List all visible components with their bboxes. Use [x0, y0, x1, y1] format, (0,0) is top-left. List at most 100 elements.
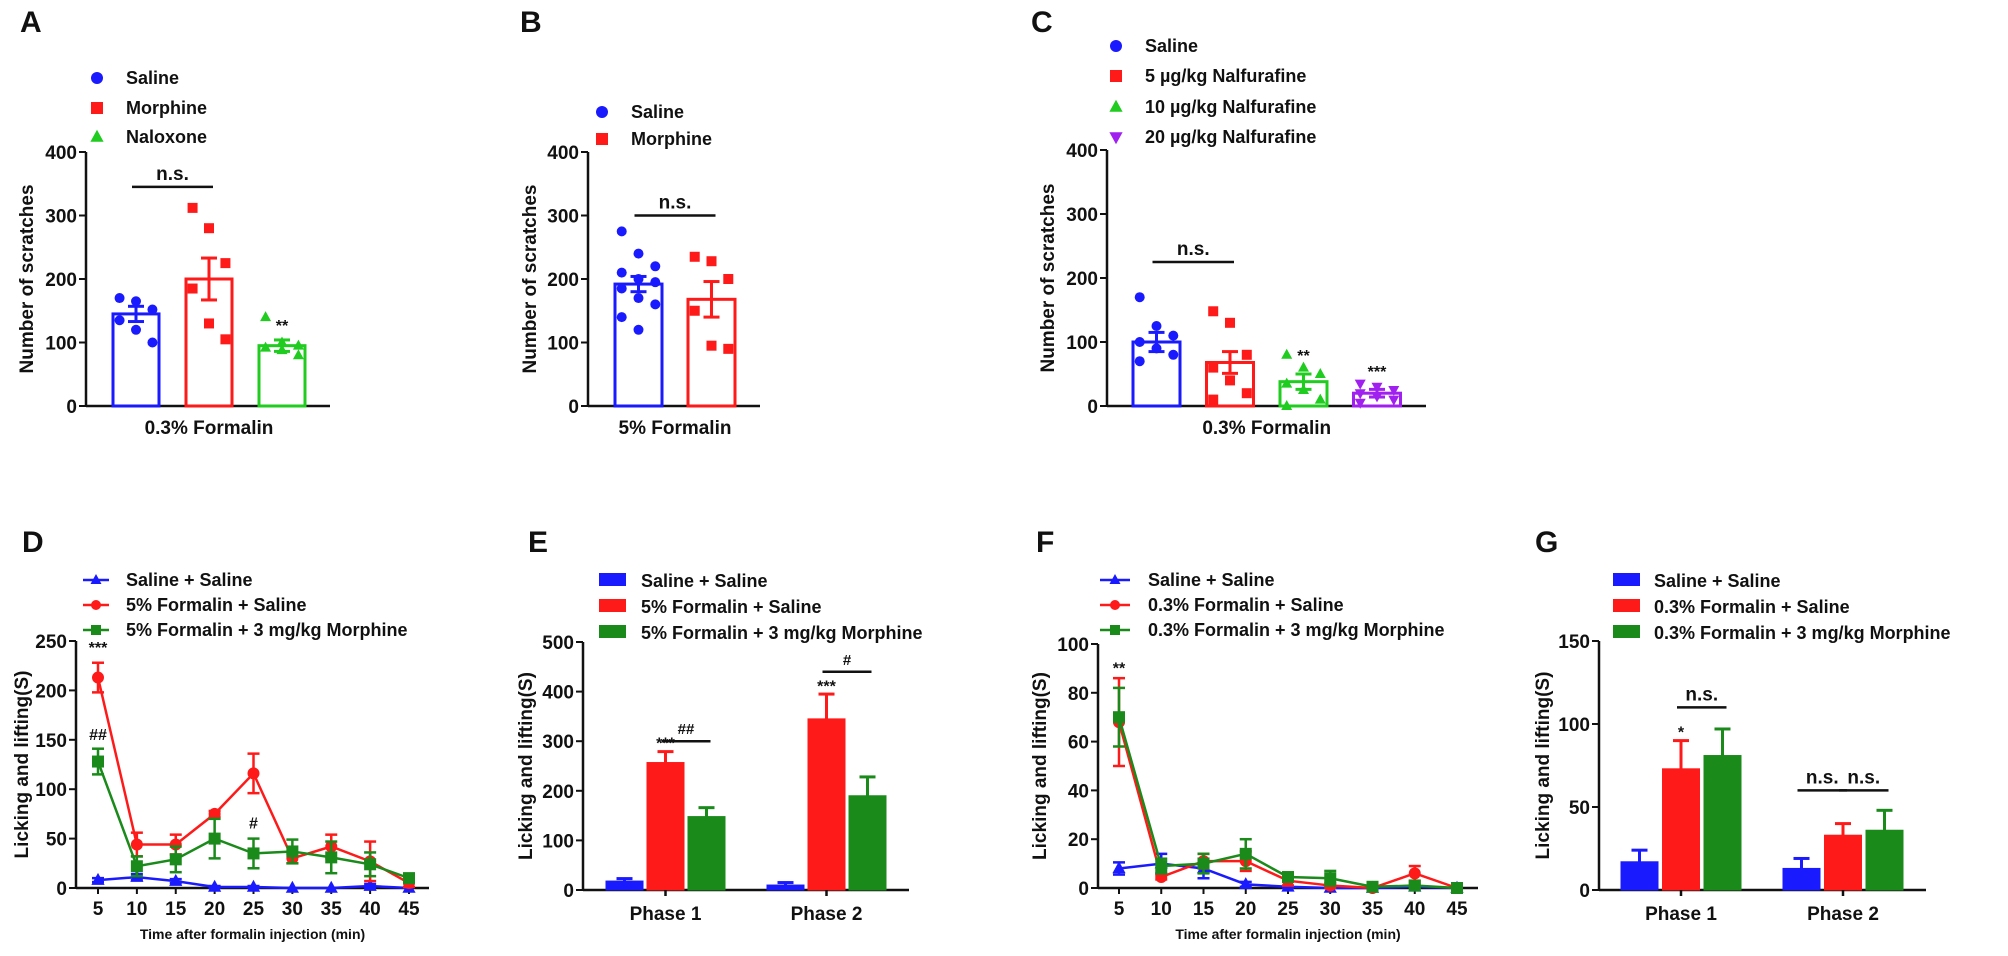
- marker-triangle-down: [1109, 132, 1123, 145]
- marker-circle: [114, 315, 125, 326]
- y-tick-label: 50: [1569, 798, 1590, 819]
- x-tick-label: 30: [282, 899, 303, 920]
- y-tick-label: 20: [1068, 830, 1089, 851]
- marker-square: [1208, 394, 1219, 405]
- marker-triangle-down: [1354, 398, 1366, 409]
- marker-square: [1208, 362, 1219, 373]
- marker-square: [247, 847, 260, 860]
- marker-square: [723, 274, 734, 284]
- y-tick-label: 300: [1066, 205, 1098, 226]
- legend-swatch: [1613, 573, 1640, 586]
- y-axis-label: Number of scratches: [1038, 183, 1059, 372]
- marker-circle: [247, 767, 260, 780]
- x-group-label: Phase 1: [630, 904, 702, 925]
- x-axis-label: Time after formalin injection (min): [140, 926, 365, 942]
- x-tick-label: 30: [1320, 899, 1341, 920]
- legend-label: 20 µg/kg Nalfurafine: [1145, 127, 1316, 147]
- legend-label: 10 µg/kg Nalfurafine: [1145, 97, 1316, 117]
- panel-a: A 0 100 200 300 400 Number of scratches Saline M…: [17, 6, 330, 439]
- y-tick-label: 100: [35, 780, 67, 801]
- y-tick-label: 0: [1579, 881, 1590, 902]
- significance-label: *: [1678, 724, 1685, 741]
- marker-circle: [633, 248, 644, 259]
- y-tick-label: 200: [547, 270, 579, 291]
- legend-label: Saline + Saline: [641, 571, 768, 591]
- significance-label: ***: [656, 736, 675, 753]
- y-tick-label: 50: [46, 830, 67, 851]
- marker-square: [325, 851, 338, 864]
- marker-square: [1239, 847, 1252, 860]
- legend-swatch: [599, 625, 626, 638]
- panel-letter: C: [1031, 6, 1053, 39]
- marker-triangle-down: [1371, 392, 1383, 403]
- significance-label: #: [843, 652, 852, 669]
- legend-label: 0.3% Formalin + 3 mg/kg Morphine: [1654, 623, 1951, 643]
- x-tick-label: 40: [1404, 899, 1425, 920]
- marker-triangle: [292, 349, 304, 360]
- x-tick-label: 15: [165, 899, 187, 920]
- marker-circle: [1134, 337, 1145, 347]
- x-tick-label: 15: [1193, 899, 1215, 920]
- marker-circle: [91, 600, 101, 610]
- x-axis-label: Time after formalin injection (min): [1175, 926, 1400, 942]
- y-tick-label: 0: [1087, 397, 1098, 418]
- y-tick-label: 200: [35, 681, 67, 702]
- x-group-label: 0.3% Formalin: [1202, 418, 1331, 439]
- marker-circle: [1151, 321, 1162, 331]
- marker-circle: [616, 226, 627, 237]
- significance-label: n.s.: [156, 164, 189, 185]
- significance-label: ***: [1368, 364, 1387, 381]
- marker-circle: [616, 283, 627, 294]
- bar: [848, 795, 887, 891]
- marker-triangle: [1281, 348, 1293, 359]
- marker-triangle: [276, 344, 288, 355]
- marker-square: [1241, 388, 1252, 399]
- panel-letter: A: [20, 6, 42, 39]
- y-tick-label: 100: [45, 334, 77, 355]
- legend-swatch: [1613, 599, 1640, 612]
- y-tick-label: 400: [542, 683, 574, 704]
- legend-swatch: [599, 599, 626, 612]
- significance-label: n.s.: [1177, 239, 1210, 260]
- y-tick-label: 100: [542, 831, 574, 852]
- x-group-label: 0.3% Formalin: [145, 418, 274, 439]
- marker-triangle: [1112, 861, 1126, 874]
- marker-square: [706, 340, 717, 351]
- y-axis-label: Number of scratches: [17, 184, 38, 373]
- significance-label: **: [276, 318, 289, 335]
- marker-square: [204, 318, 214, 329]
- series-line: [1117, 721, 1458, 890]
- marker-circle: [650, 261, 661, 272]
- x-group-label: Phase 1: [1645, 904, 1717, 925]
- panel-b: B 0 100 200 300 400 Number of scratches Saline M…: [520, 6, 760, 439]
- marker-circle: [1134, 292, 1145, 303]
- x-tick-label: 45: [398, 899, 420, 920]
- marker-square: [596, 133, 608, 145]
- marker-square: [364, 858, 377, 871]
- legend-swatch: [599, 573, 626, 586]
- marker-triangle: [285, 880, 299, 893]
- y-axis-label: Number of scratches: [520, 184, 541, 373]
- marker-triangle-down: [1354, 389, 1366, 400]
- marker-square: [1241, 349, 1252, 360]
- marker-square: [723, 343, 734, 354]
- bar: [687, 816, 726, 891]
- panel-letter: F: [1036, 526, 1054, 559]
- series-line: [1117, 716, 1458, 890]
- legend-label: 0.3% Formalin + 3 mg/kg Morphine: [1148, 620, 1445, 640]
- marker-square: [169, 853, 182, 866]
- y-tick-label: 200: [1066, 269, 1098, 290]
- y-tick-label: 400: [1066, 141, 1098, 162]
- marker-square: [130, 860, 143, 873]
- significance-label: #: [249, 816, 258, 833]
- bar: [807, 718, 846, 891]
- marker-circle: [633, 324, 644, 335]
- x-tick-label: 10: [126, 899, 147, 920]
- marker-triangle: [91, 872, 105, 885]
- panel-letter: E: [528, 526, 548, 559]
- marker-square: [187, 202, 198, 213]
- x-tick-label: 25: [243, 899, 265, 920]
- bar: [1620, 861, 1659, 891]
